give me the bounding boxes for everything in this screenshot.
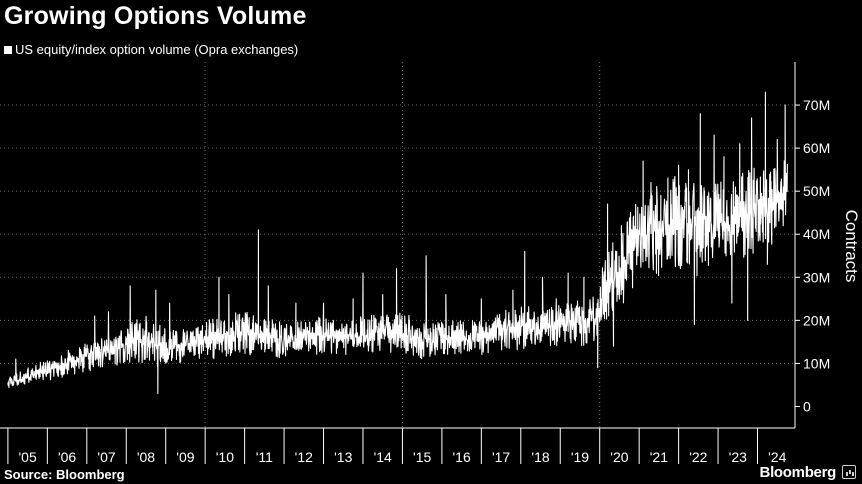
y-tick-label-30: 30M (803, 269, 830, 285)
x-tick-label-2007: '07 (97, 449, 115, 465)
x-tick-label-2023: '23 (729, 449, 747, 465)
x-tick-label-2015: '15 (413, 449, 431, 465)
y-tick-label-70: 70M (803, 97, 830, 113)
x-tick-label-2014: '14 (374, 449, 392, 465)
x-tick-label-2011: '11 (256, 449, 273, 465)
x-tick-label-2016: '16 (452, 449, 470, 465)
x-tick-label-2017: '17 (492, 449, 510, 465)
x-axis: '05 '06 '07 '08 '09 '10 '11 '12 '13 '14 '15 '16 '17 '… (0, 427, 795, 465)
y-axis-label: Contracts (842, 210, 861, 283)
x-tick-label-2006: '06 (58, 449, 76, 465)
x-tick-label-2012: '12 (295, 449, 313, 465)
x-tick-label-2009: '09 (176, 449, 194, 465)
y-tick-label-0: 0 (803, 398, 811, 414)
legend: US equity/index option volume (Opra exch… (4, 42, 298, 57)
series-volume (7, 91, 788, 395)
legend-label: US equity/index option volume (Opra exch… (15, 42, 299, 57)
gridlines (0, 62, 795, 428)
source-note: Source: Bloomberg (4, 467, 125, 482)
legend-swatch (4, 45, 12, 54)
x-tick-label-2018: '18 (531, 449, 549, 465)
x-tick-label-2019: '19 (571, 449, 589, 465)
x-tick-label-2021: '21 (650, 449, 668, 465)
chart-title: Growing Options Volume (4, 2, 307, 30)
x-tick-label-2022: '22 (689, 449, 707, 465)
x-tick-label-2005: '05 (18, 449, 36, 465)
x-tick-label-2008: '08 (137, 449, 155, 465)
y-tick-label-10: 10M (803, 355, 830, 371)
x-tick-label-2020: '20 (610, 449, 628, 465)
y-tick-label-20: 20M (803, 312, 830, 328)
y-axis: 0 10M 20M 30M 40M 50M 60M 70M (794, 62, 830, 428)
x-tick-label-2010: '10 (216, 449, 234, 465)
series-line (7, 91, 788, 395)
bloomberg-logo: Bloomberg (759, 464, 837, 481)
chart-icon (842, 465, 856, 479)
y-tick-label-60: 60M (803, 140, 830, 156)
x-tick-label-2013: '13 (334, 449, 352, 465)
x-tick-label-2024: '24 (768, 449, 786, 465)
y-tick-label-40: 40M (803, 226, 830, 242)
y-tick-label-50: 50M (803, 183, 830, 199)
